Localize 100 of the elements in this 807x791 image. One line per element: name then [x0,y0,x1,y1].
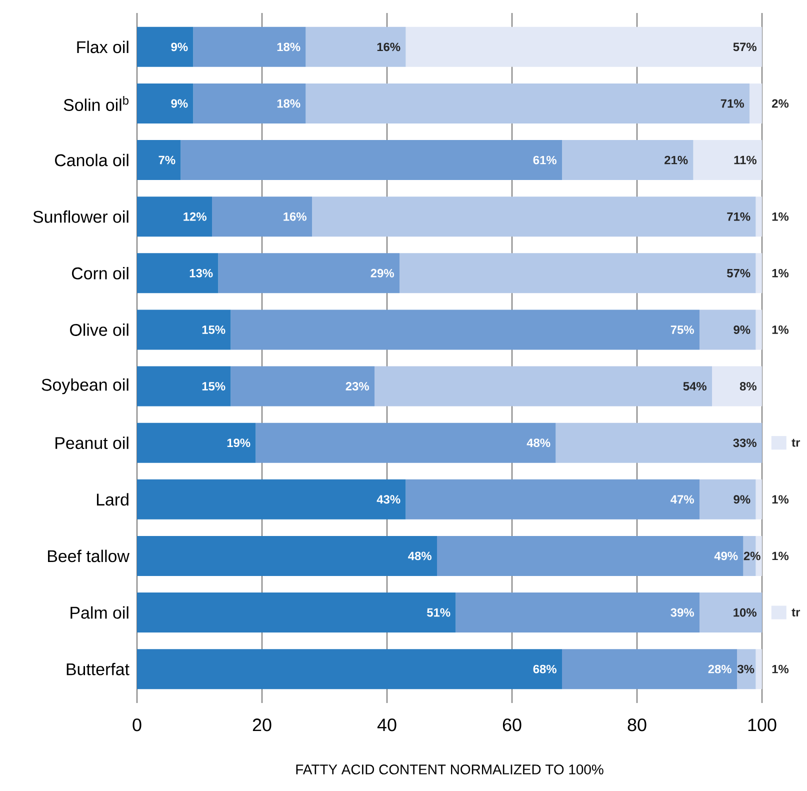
data-label: 48% [526,438,550,448]
y-tick-label: Lard [96,493,128,506]
data-label: 61% [533,156,556,164]
y-tick-label: Peanut oil [56,436,128,450]
data-label: 3% [737,664,754,674]
data-label: 1% [772,268,789,278]
data-label: 9% [734,325,750,334]
data-label: tr [792,438,800,447]
data-label: 39% [670,608,694,617]
data-label: 75% [670,326,694,334]
data-label: 16% [377,42,400,52]
bar [137,592,456,633]
y-tick-label: Canola oil [55,154,128,166]
bar [400,253,756,294]
bar [137,649,562,690]
data-label: 9% [171,99,188,108]
data-label: 16% [284,212,306,221]
bar [756,253,762,294]
bar [700,310,756,350]
bar [212,196,312,237]
data-label: 43% [376,495,400,504]
bar [406,26,762,67]
data-label: 28% [708,664,732,674]
data-label: 11% [734,156,756,164]
data-label: 8% [740,382,756,390]
y-tick-label: Butterfat [66,662,130,676]
bar [137,422,256,463]
bar [750,83,762,124]
bar [230,366,375,406]
data-label: 1% [772,212,789,221]
data-label: 68% [533,664,556,674]
bar [693,140,762,180]
bar [193,26,306,67]
bar [562,649,738,690]
data-label: 33% [733,438,756,448]
bar [456,592,700,633]
data-label: 18% [277,99,300,108]
bar [180,140,562,180]
bar [737,649,756,690]
bar [218,253,400,294]
data-label: 10% [734,608,756,617]
data-label: 57% [727,268,750,278]
data-label: 71% [720,99,744,108]
bar [256,422,556,463]
y-tick-label: Palm oil [70,606,128,619]
data-label: 1% [772,326,789,334]
data-label: 1% [772,664,789,674]
y-tick-label: Corn oil [72,266,128,280]
bar [756,649,762,690]
bar [756,196,762,237]
bar [306,83,750,124]
data-label: 23% [346,382,369,391]
bar [137,366,231,406]
bar [137,140,181,180]
bar [137,310,231,350]
data-label: 1% [772,495,789,504]
data-label: 49% [714,552,738,560]
x-tick-label: 80 [628,718,646,732]
bar [406,479,700,520]
y-tick-label: Olive oil [70,324,128,336]
data-label: 51% [427,608,450,617]
data-label: 21% [664,156,688,164]
bar [756,310,762,350]
bar [230,310,700,350]
bar [556,422,762,463]
x-axis-title: FATTY ACID CONTENT NORMALIZED TO 100% [296,764,604,774]
bar [700,479,756,520]
data-label: 57% [733,42,756,52]
data-label: 2% [772,99,789,108]
data-label: 9% [734,495,750,504]
data-label: 19% [227,438,250,448]
bar [562,140,694,180]
bar [137,536,438,576]
data-label: tr [792,608,800,616]
data-label: 1% [772,552,789,560]
x-tick-label: 40 [377,718,396,732]
bar [756,479,762,520]
bar [193,83,306,124]
bar [700,592,762,633]
data-label: 71% [727,212,750,221]
data-label: 29% [370,268,394,278]
bar [437,536,744,576]
data-label: 18% [277,42,300,52]
data-label: 54% [683,382,706,390]
y-tick-label: Beef tallow [48,550,130,562]
y-tick-label: Sunflower oil [33,210,128,223]
bar [312,196,756,237]
y-tick-label: Solin oil$^{b}$ [64,96,128,111]
y-tick-label: Flax oil [77,40,128,54]
bar [137,253,218,294]
data-label: 12% [184,212,206,221]
bar [137,26,194,67]
data-label: 47% [670,495,694,504]
data-label: 7% [158,156,176,164]
x-tick-label: 100 [748,718,776,732]
x-tick-label: 20 [252,718,272,732]
data-label: 9% [171,42,188,52]
bar [306,26,406,67]
data-label: 15% [202,326,226,334]
x-tick-label: 0 [132,718,142,732]
